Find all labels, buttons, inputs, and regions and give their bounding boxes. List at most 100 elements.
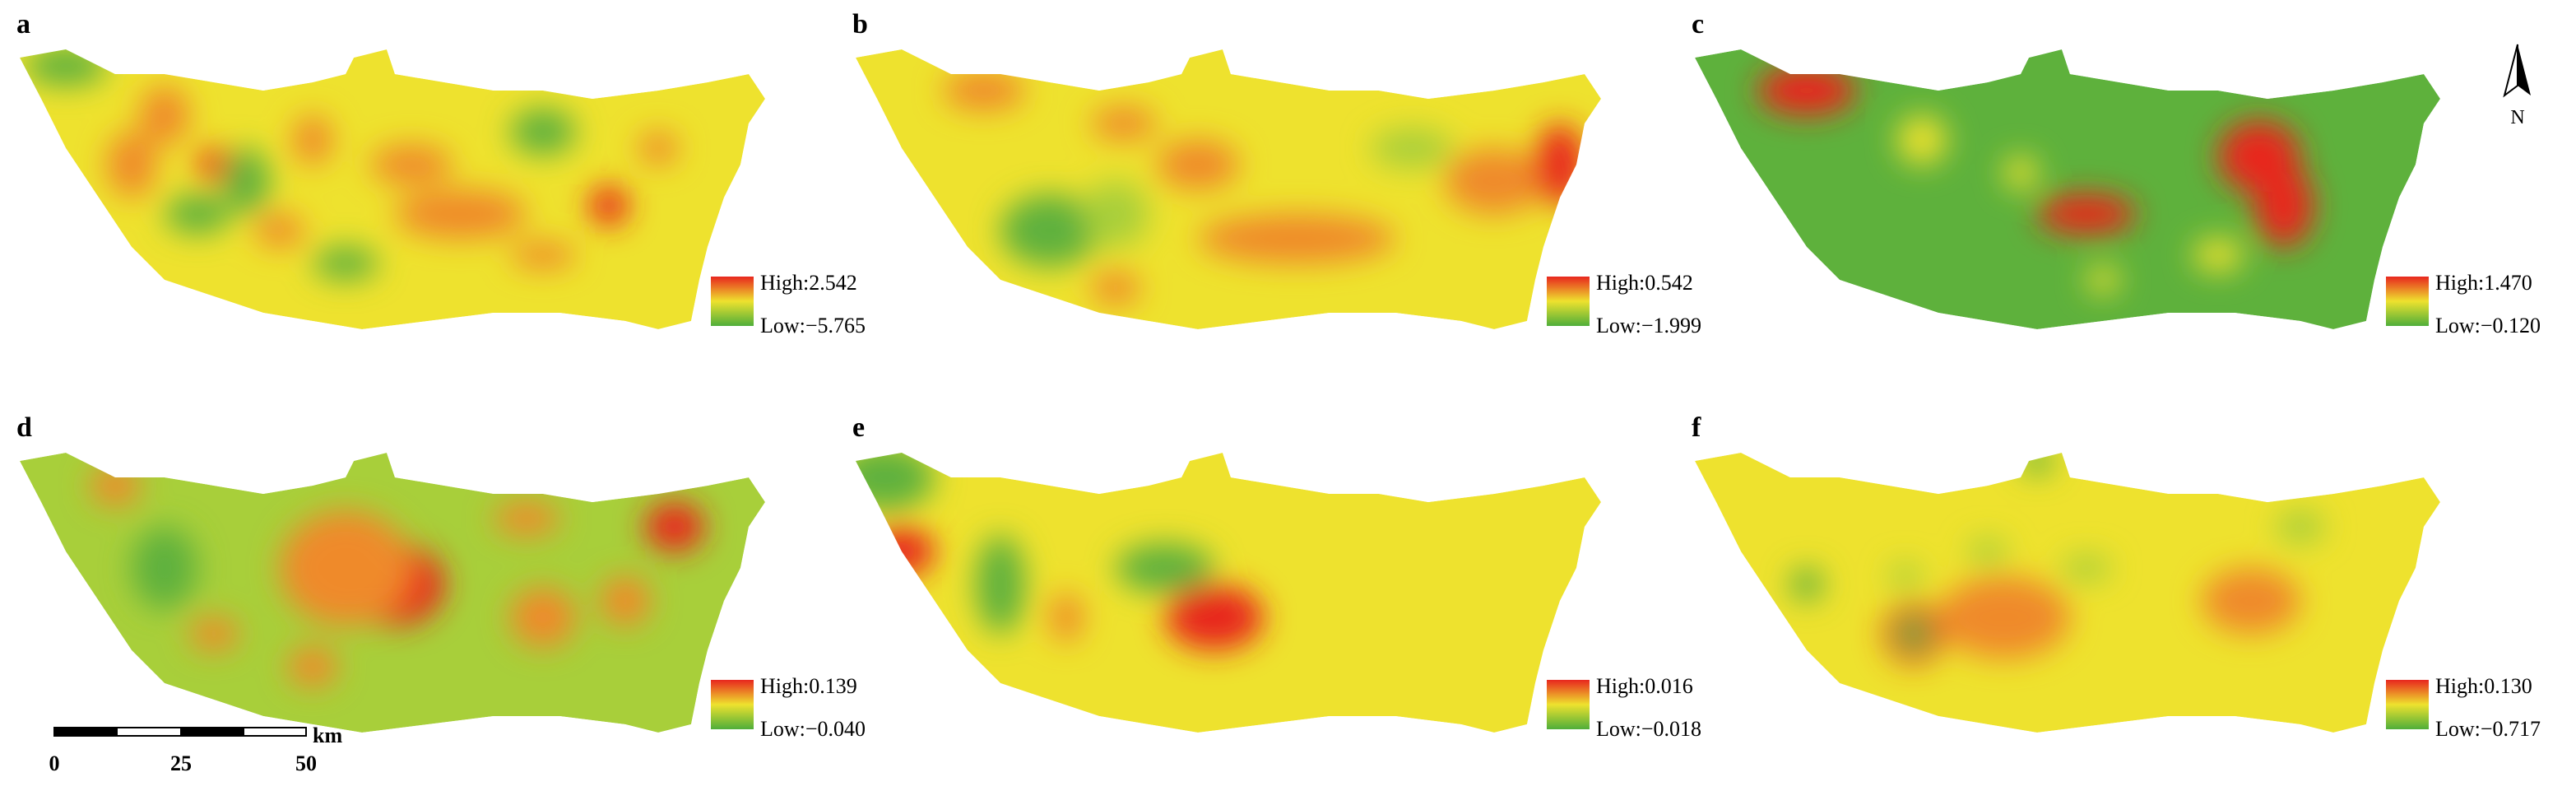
map-panel: b High:0.542 Low:−1.999 [852, 9, 1701, 337]
hotspot [2254, 165, 2314, 247]
map-panel: c High:1.470 Low:−0.120 [1692, 9, 2541, 337]
hotspot [313, 247, 378, 280]
north-arrow: N [2503, 44, 2531, 128]
hotspot [107, 132, 156, 198]
hotspot [224, 148, 270, 214]
scale-bar: 0 25 50 km [49, 724, 343, 775]
legend-ramp [1547, 277, 1590, 326]
hotspot [132, 527, 197, 609]
hotspot [197, 148, 230, 181]
legend-high: High:0.016 [1596, 674, 1693, 698]
hotspots [943, 71, 1585, 305]
legend-high: High:1.470 [2435, 271, 2532, 295]
hotspots [1790, 453, 2325, 663]
legend-low: Low:−0.018 [1596, 717, 1701, 741]
map-panel: a High:2.542 Low:−5.765 [16, 9, 866, 337]
scale-tick-label: 0 [49, 751, 60, 775]
map [1695, 49, 2440, 329]
legend-low: Low:−1.999 [1596, 314, 1701, 337]
hotspot [1757, 66, 1856, 115]
scale-segment [116, 727, 182, 737]
hotspot [25, 49, 107, 86]
hotspot [280, 510, 411, 626]
legend-low: Low:−0.120 [2435, 314, 2541, 337]
hotspot [370, 145, 453, 184]
panel-label: d [16, 412, 32, 443]
hotspot [601, 576, 650, 626]
hotspot [189, 617, 239, 650]
hotspots [25, 49, 678, 280]
hotspots [91, 466, 704, 686]
hotspot [255, 214, 304, 247]
hotspot [2062, 555, 2111, 581]
map [20, 49, 765, 329]
hotspot [1198, 214, 1395, 263]
hotspot [645, 502, 704, 551]
hotspot [1371, 128, 1453, 168]
scale-segment [243, 727, 307, 737]
map-panel: e High:0.016 Low:−0.018 [852, 412, 1701, 741]
hotspot [1896, 616, 1932, 652]
hotspot [589, 186, 629, 226]
hotspot [1157, 140, 1239, 189]
panel-label: b [852, 9, 868, 40]
hotspot [943, 71, 1025, 110]
panel-label: f [1692, 412, 1701, 443]
panel-label: e [852, 412, 865, 443]
hotspots [1757, 66, 2314, 293]
hotspot [2086, 267, 2119, 293]
hotspot [1091, 107, 1157, 140]
hotspot [288, 647, 337, 686]
hotspot [1165, 584, 1264, 650]
north-label: N [2510, 107, 2524, 128]
legend-low: Low:−0.717 [2435, 717, 2541, 741]
hotspot [1091, 272, 1140, 305]
hotspot [2004, 156, 2037, 189]
arrow-left [2503, 44, 2518, 98]
legend-low: Low:−5.765 [760, 314, 866, 337]
scale-unit: km [313, 724, 342, 747]
hotspot [293, 115, 332, 165]
hotspot [2202, 568, 2300, 634]
legend-high: High:2.542 [760, 271, 857, 295]
region-fill [1695, 453, 2440, 733]
scale-tick-label: 25 [170, 751, 192, 775]
legend-ramp [2386, 680, 2429, 729]
hotspot [1968, 538, 2007, 565]
map-panel: d High:0.139 Low:−0.040 [16, 412, 866, 741]
hotspot [2276, 510, 2325, 543]
hotspot [1445, 148, 1543, 214]
hotspot [1938, 576, 2070, 658]
map [20, 453, 765, 733]
panel-label: a [16, 9, 30, 40]
hotspot [1889, 563, 1922, 589]
scale-segment [180, 727, 244, 737]
hotspot [2021, 453, 2054, 474]
hotspot [395, 189, 527, 239]
hotspot [2193, 239, 2243, 272]
legend-ramp [1547, 680, 1590, 729]
legend-ramp [711, 680, 754, 729]
panel-label: c [1692, 9, 1704, 40]
hotspot [1083, 181, 1149, 247]
hotspot [1535, 123, 1585, 206]
hotspot [1790, 568, 1823, 601]
map [856, 49, 1601, 329]
hotspot [856, 453, 935, 510]
legend-high: High:0.139 [760, 674, 857, 698]
map [856, 453, 1601, 733]
hotspot [638, 132, 678, 165]
region-fill [20, 49, 765, 329]
hotspot [510, 588, 576, 647]
scale-tick-label: 50 [295, 751, 317, 775]
hotspot [494, 502, 559, 535]
hotspot [2037, 194, 2136, 234]
legend-low: Low:−0.040 [760, 717, 866, 741]
hotspot [510, 109, 576, 155]
hotspot [976, 535, 1025, 634]
hotspot [91, 466, 140, 505]
legend-high: High:0.130 [2435, 674, 2532, 698]
legend-ramp [2386, 277, 2429, 326]
